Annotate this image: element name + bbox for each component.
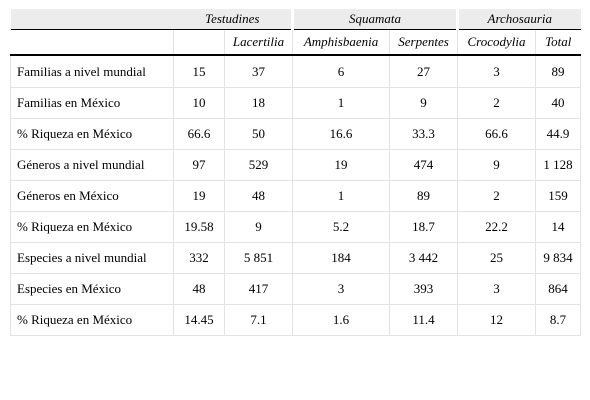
cell-value: 12 xyxy=(457,304,536,336)
table-body: Familias a nivel mundial 15 37 6 27 3 89… xyxy=(10,55,582,336)
column-header-total: Total xyxy=(535,29,581,56)
cell-value: 5 851 xyxy=(223,242,293,274)
cell-value: 529 xyxy=(223,149,293,181)
table-row: Especies en México 48 417 3 393 3 864 xyxy=(10,273,582,305)
column-header-serpentes: Serpentes xyxy=(389,29,458,56)
cell-value: 417 xyxy=(223,273,293,305)
cell-value: 5.2 xyxy=(292,211,390,243)
cell-value: 1 xyxy=(292,87,390,119)
group-header-archosauria: Archosauria xyxy=(456,9,581,30)
cell-value: 14 xyxy=(535,211,582,243)
cell-value: 9 834 xyxy=(535,242,582,274)
cell-value: 332 xyxy=(173,242,225,274)
cell-value: 16.6 xyxy=(292,118,390,150)
cell-value: 864 xyxy=(535,273,582,305)
column-header-amphisbaenia: Amphisbaenia xyxy=(292,29,390,56)
row-label: % Riqueza en México xyxy=(10,211,174,243)
cell-value: 44.9 xyxy=(535,118,582,150)
cell-value: 89 xyxy=(535,55,582,88)
cell-value: 22.2 xyxy=(457,211,536,243)
cell-value: 27 xyxy=(389,55,458,88)
cell-value: 48 xyxy=(173,273,225,305)
cell-value: 7.1 xyxy=(223,304,293,336)
table-row: % Riqueza en México 19.58 9 5.2 18.7 22.… xyxy=(10,211,582,243)
cell-value: 6 xyxy=(292,55,390,88)
cell-value: 393 xyxy=(389,273,458,305)
column-header-row: Lacertilia Amphisbaenia Serpentes Crocod… xyxy=(10,29,581,56)
cell-value: 89 xyxy=(389,180,458,212)
cell-value: 1.6 xyxy=(292,304,390,336)
row-label: Especies en México xyxy=(10,273,174,305)
row-label: Especies a nivel mundial xyxy=(10,242,174,274)
cell-value: 97 xyxy=(173,149,225,181)
row-label: Géneros a nivel mundial xyxy=(10,149,174,181)
cell-value: 19 xyxy=(292,149,390,181)
cell-value: 9 xyxy=(457,149,536,181)
cell-value: 40 xyxy=(535,87,582,119)
table-row: Familias a nivel mundial 15 37 6 27 3 89 xyxy=(10,55,582,88)
table-row: Familias en México 10 18 1 9 2 40 xyxy=(10,87,582,119)
cell-value: 50 xyxy=(223,118,293,150)
cell-value: 15 xyxy=(173,55,225,88)
data-table-container: Testudines Squamata Archosauria Lacertil… xyxy=(10,9,582,336)
cell-value: 1 128 xyxy=(535,149,582,181)
column-header-crocodylia: Crocodylia xyxy=(457,29,536,56)
column-header-label xyxy=(10,29,174,56)
reptile-richness-table: Testudines Squamata Archosauria Lacertil… xyxy=(10,9,582,336)
cell-value: 159 xyxy=(535,180,582,212)
cell-value: 18.7 xyxy=(389,211,458,243)
cell-value: 1 xyxy=(292,180,390,212)
group-header-testudines: Testudines xyxy=(173,9,293,30)
row-label: Familias en México xyxy=(10,87,174,119)
cell-value: 18 xyxy=(223,87,293,119)
cell-value: 19 xyxy=(173,180,225,212)
cell-value: 14.45 xyxy=(173,304,225,336)
table-row: % Riqueza en México 14.45 7.1 1.6 11.4 1… xyxy=(10,304,582,336)
cell-value: 8.7 xyxy=(535,304,582,336)
table-row: Géneros en México 19 48 1 89 2 159 xyxy=(10,180,582,212)
cell-value: 10 xyxy=(173,87,225,119)
group-header-empty xyxy=(10,9,174,30)
cell-value: 474 xyxy=(389,149,458,181)
cell-value: 3 xyxy=(292,273,390,305)
table-row: Especies a nivel mundial 332 5 851 184 3… xyxy=(10,242,582,274)
table-row: Géneros a nivel mundial 97 529 19 474 9 … xyxy=(10,149,582,181)
cell-value: 25 xyxy=(457,242,536,274)
cell-value: 184 xyxy=(292,242,390,274)
row-label: % Riqueza en México xyxy=(10,118,174,150)
cell-value: 3 442 xyxy=(389,242,458,274)
cell-value: 9 xyxy=(223,211,293,243)
cell-value: 2 xyxy=(457,180,536,212)
cell-value: 2 xyxy=(457,87,536,119)
row-label: Familias a nivel mundial xyxy=(10,55,174,88)
cell-value: 3 xyxy=(457,273,536,305)
cell-value: 9 xyxy=(389,87,458,119)
row-label: Géneros en México xyxy=(10,180,174,212)
cell-value: 48 xyxy=(223,180,293,212)
column-header-lacertilia: Lacertilia xyxy=(223,29,293,56)
cell-value: 33.3 xyxy=(389,118,458,150)
cell-value: 37 xyxy=(223,55,293,88)
cell-value: 66.6 xyxy=(173,118,225,150)
table-row: % Riqueza en México 66.6 50 16.6 33.3 66… xyxy=(10,118,582,150)
row-label: % Riqueza en México xyxy=(10,304,174,336)
group-header-row: Testudines Squamata Archosauria xyxy=(10,9,581,30)
cell-value: 11.4 xyxy=(389,304,458,336)
column-header-testudines xyxy=(173,29,225,56)
group-header-squamata: Squamata xyxy=(291,9,458,30)
cell-value: 66.6 xyxy=(457,118,536,150)
cell-value: 19.58 xyxy=(173,211,225,243)
cell-value: 3 xyxy=(457,55,536,88)
